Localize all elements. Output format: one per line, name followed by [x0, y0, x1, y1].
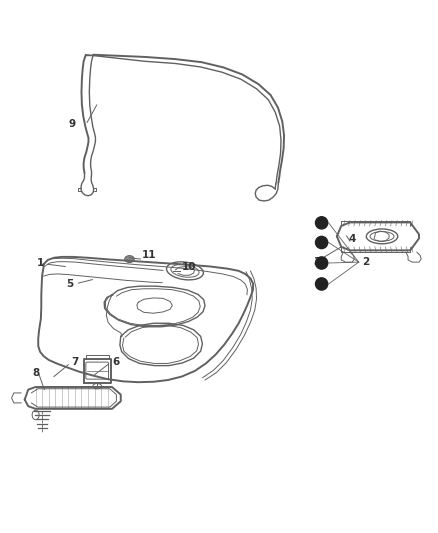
- Text: 7: 7: [71, 357, 78, 367]
- Circle shape: [315, 236, 328, 248]
- Text: 5: 5: [66, 279, 73, 289]
- Text: 11: 11: [142, 250, 156, 260]
- Text: 8: 8: [32, 368, 39, 378]
- Text: 1: 1: [36, 258, 44, 268]
- Text: 2: 2: [362, 257, 369, 267]
- Text: 3: 3: [313, 257, 321, 267]
- Text: 6: 6: [112, 357, 120, 367]
- Circle shape: [315, 278, 328, 290]
- Circle shape: [315, 217, 328, 229]
- Text: 4: 4: [349, 234, 356, 244]
- Text: 9: 9: [68, 119, 75, 129]
- Ellipse shape: [125, 256, 134, 263]
- Circle shape: [315, 257, 328, 269]
- Text: 10: 10: [182, 262, 197, 272]
